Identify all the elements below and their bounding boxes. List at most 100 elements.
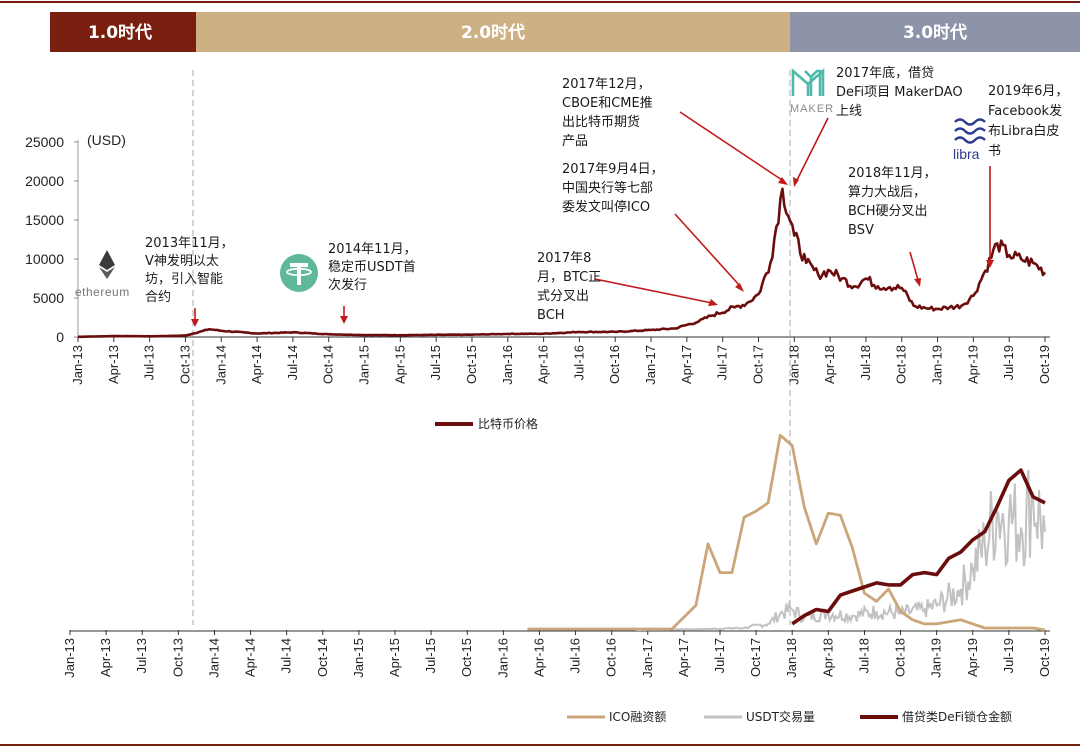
- ethereum-wordmark: ethereum: [75, 285, 130, 299]
- arrow-makerdao: [796, 117, 829, 181]
- defi-x-tick-label: Oct-16: [604, 638, 619, 677]
- annotation-bsv-line-4: BSV: [848, 223, 874, 238]
- price-x-tick-label: Apr-19: [965, 345, 980, 384]
- price-x-tick-label: Apr-18: [822, 345, 837, 384]
- price-x-tick-label: Oct-16: [607, 345, 622, 384]
- annotation-libra: 2019年6月， Facebook发 布Libra白皮 书: [988, 84, 1068, 159]
- annotation-futures-line-4: 产品: [562, 134, 588, 149]
- price-x-tick-label: Jan-19: [930, 345, 945, 385]
- annotation-2014-line-1: 2014年11月，: [328, 242, 417, 257]
- price-x-tick-label: Apr-15: [392, 345, 407, 384]
- annotation-bsv: 2018年11月， 算力大战后， BCH硬分叉出 BSV: [848, 166, 937, 238]
- annotation-ico-ban-line-1: 2017年9月4日，: [562, 162, 664, 177]
- era-1-label: 1.0时代: [88, 22, 152, 43]
- defi-x-tick-label: Jan-18: [784, 638, 799, 678]
- defi-x-tick-label: Jul-17: [712, 638, 727, 673]
- maker-wordmark: MAKER: [790, 103, 834, 115]
- defi-x-tick-label: Oct-17: [748, 638, 763, 677]
- defi-x-tick-label: Jan-13: [62, 638, 77, 678]
- price-x-tick-label: Apr-17: [679, 345, 694, 384]
- legend-label-usdt: USDT交易量: [746, 709, 815, 724]
- price-x-tick-label: Oct-17: [750, 345, 765, 384]
- annotation-libra-line-4: 书: [988, 144, 1001, 159]
- defi-x-tick-label: Oct-13: [170, 638, 185, 677]
- defi-x-tick-label: Jan-15: [351, 638, 366, 678]
- price-x-tick-label: Oct-13: [177, 345, 192, 384]
- price-x-tick-label: Apr-16: [536, 345, 551, 384]
- era-header-band: 1.0时代 2.0时代 3.0时代: [50, 12, 1080, 52]
- ethereum-icon: ethereum: [75, 250, 130, 299]
- arrow-head-2014: [340, 316, 348, 324]
- annotation-makerdao: 2017年底，借贷 DeFi项目 MakerDAO 上线: [836, 65, 963, 119]
- annotation-ico-ban-line-3: 委发文叫停ICO: [562, 199, 650, 215]
- price-x-tick-label: Jan-15: [357, 345, 372, 385]
- annotation-futures-line-2: CBOE和CME推: [562, 96, 653, 111]
- annotation-libra-line-2: Facebook发: [988, 103, 1062, 119]
- era-1-band: [50, 12, 196, 52]
- defi-x-tick-label: Jul-19: [1001, 638, 1016, 673]
- price-x-tick-label: Apr-13: [106, 345, 121, 384]
- defi-x-tick-label: Apr-18: [820, 638, 835, 677]
- defi-x-tick-label: Jul-16: [568, 638, 583, 673]
- defi-locked-line: [791, 468, 1046, 626]
- defi-x-tick-label: Oct-14: [315, 638, 330, 677]
- annotation-bsv-line-1: 2018年11月，: [848, 166, 937, 181]
- defi-chart: Jan-13 Apr-13 Jul-13 Oct-13 Jan-14 Apr-14 Jul-…: [62, 433, 1052, 678]
- defi-x-ticks: Jan-13 Apr-13 Jul-13 Oct-13 Jan-14 Apr-14 Jul-…: [62, 630, 1052, 678]
- arrow-bch: [594, 278, 713, 304]
- defi-x-tick-label: Apr-16: [531, 638, 546, 677]
- annotation-bch-line-4: BCH: [537, 308, 565, 323]
- annotation-libra-line-1: 2019年6月，: [988, 84, 1068, 99]
- defi-x-tick-label: Jul-18: [856, 638, 871, 673]
- annotation-libra-line-3: 布Libra白皮: [988, 123, 1059, 139]
- arrow-head-libra: [986, 260, 994, 268]
- arrow-bsv: [909, 251, 919, 281]
- defi-x-tick-label: Jul-14: [279, 638, 294, 673]
- arrow-head-bch: [708, 299, 718, 306]
- defi-x-tick-label: Apr-17: [676, 638, 691, 677]
- price-x-tick-label: Jul-14: [285, 345, 300, 380]
- price-x-ticks: Jan-13 Apr-13 Jul-13 Oct-13 Jan-14 Apr-14 Jul-…: [70, 337, 1052, 385]
- price-y-tick-label: 10000: [25, 251, 64, 267]
- legend-label-defi: 借贷类DeFi锁仓金额: [902, 709, 1012, 724]
- price-x-tick-label: Jan-16: [500, 345, 515, 385]
- price-x-tick-label: Apr-14: [249, 345, 264, 384]
- defi-x-tick-label: Jan-19: [929, 638, 944, 678]
- price-y-tick-label: 15000: [25, 212, 64, 228]
- usdt-volume-line: [635, 469, 1046, 631]
- bitcoin-price-line: [78, 187, 1047, 339]
- price-legend: 比特币价格: [435, 416, 538, 431]
- price-y-tick-label: 25000: [25, 134, 64, 150]
- defi-x-tick-label: Jul-13: [134, 638, 149, 673]
- annotation-2013-line-4: 合约: [145, 290, 171, 305]
- price-x-tick-label: Jul-13: [142, 345, 157, 380]
- price-x-tick-label: Jul-18: [858, 345, 873, 380]
- annotation-2014-line-2: 稳定币USDT首: [328, 259, 416, 275]
- annotation-bsv-line-2: 算力大战后，: [848, 185, 926, 200]
- annotation-ico-ban: 2017年9月4日， 中国央行等七部 委发文叫停ICO: [562, 162, 664, 215]
- price-x-tick-label: Jul-16: [571, 345, 586, 380]
- libra-wordmark: libra: [953, 146, 980, 162]
- price-x-tick-label: Oct-14: [321, 345, 336, 384]
- arrow-head-futures: [778, 177, 788, 185]
- annotation-bch-line-2: 月，BTC正: [537, 270, 601, 285]
- libra-icon: libra: [953, 118, 986, 162]
- annotation-makerdao-line-1: 2017年底，借贷: [836, 65, 934, 81]
- price-y-tick-label: 0: [56, 329, 64, 345]
- price-y-tick-label: 5000: [33, 290, 64, 306]
- era-3-band: [790, 12, 1080, 52]
- annotation-ico-ban-line-2: 中国央行等七部: [562, 180, 653, 196]
- ico-funding-line: [527, 433, 1046, 632]
- defi-x-tick-label: Oct-15: [459, 638, 474, 677]
- annotation-bsv-line-3: BCH硬分叉出: [848, 204, 928, 219]
- arrow-head-ico-ban: [735, 283, 744, 292]
- price-x-tick-label: Jan-13: [70, 345, 85, 385]
- defi-x-tick-label: Apr-13: [98, 638, 113, 677]
- arrow-ico-ban: [674, 213, 741, 287]
- price-x-tick-label: Oct-15: [464, 345, 479, 384]
- price-x-tick-label: Jul-15: [428, 345, 443, 380]
- annotation-2013-line-3: 坊，引入智能: [145, 272, 223, 287]
- era-2-band: [196, 12, 790, 52]
- annotation-2013: 2013年11月， V神发明以太 坊，引入智能 合约: [145, 236, 234, 305]
- price-x-tick-label: Oct-18: [894, 345, 909, 384]
